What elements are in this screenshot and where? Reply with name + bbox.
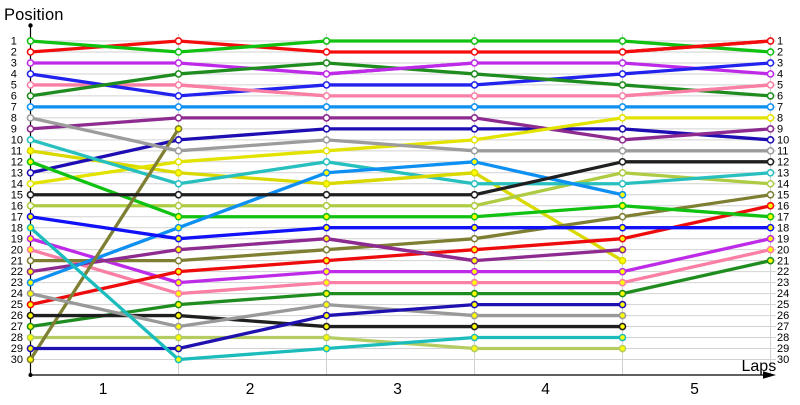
svg-text:18: 18 xyxy=(11,222,23,234)
svg-text:26: 26 xyxy=(777,310,789,322)
svg-text:7: 7 xyxy=(777,102,783,114)
svg-text:21: 21 xyxy=(777,255,789,267)
svg-text:8: 8 xyxy=(777,112,783,124)
svg-text:15: 15 xyxy=(11,189,23,201)
svg-text:2: 2 xyxy=(11,47,17,59)
svg-text:Laps: Laps xyxy=(742,358,777,375)
svg-text:1: 1 xyxy=(99,381,108,398)
svg-text:11: 11 xyxy=(777,145,788,157)
svg-text:20: 20 xyxy=(11,244,23,256)
svg-text:17: 17 xyxy=(11,211,23,223)
svg-text:5: 5 xyxy=(11,80,17,92)
svg-text:1: 1 xyxy=(777,36,783,48)
svg-text:15: 15 xyxy=(777,189,789,201)
svg-text:11: 11 xyxy=(11,145,22,157)
svg-text:27: 27 xyxy=(777,321,789,333)
svg-text:13: 13 xyxy=(777,167,789,179)
svg-text:7: 7 xyxy=(11,102,17,114)
svg-text:19: 19 xyxy=(777,233,789,245)
svg-text:4: 4 xyxy=(541,381,550,398)
svg-text:10: 10 xyxy=(777,134,789,146)
svg-text:4: 4 xyxy=(11,69,17,81)
svg-text:25: 25 xyxy=(777,299,789,311)
svg-text:23: 23 xyxy=(11,277,23,289)
svg-text:3: 3 xyxy=(11,58,17,70)
svg-text:5: 5 xyxy=(690,381,699,398)
svg-text:30: 30 xyxy=(777,354,789,366)
svg-text:29: 29 xyxy=(11,343,23,355)
svg-text:14: 14 xyxy=(777,178,789,190)
svg-text:8: 8 xyxy=(11,112,17,124)
svg-text:13: 13 xyxy=(11,167,23,179)
svg-text:18: 18 xyxy=(777,222,789,234)
svg-text:6: 6 xyxy=(11,91,17,103)
svg-text:27: 27 xyxy=(11,321,23,333)
svg-text:6: 6 xyxy=(777,91,783,103)
svg-text:16: 16 xyxy=(11,200,23,212)
svg-text:30: 30 xyxy=(11,354,23,366)
svg-text:3: 3 xyxy=(393,381,402,398)
svg-text:29: 29 xyxy=(777,343,789,355)
svg-text:19: 19 xyxy=(11,233,23,245)
svg-text:22: 22 xyxy=(11,266,23,278)
svg-text:14: 14 xyxy=(11,178,23,190)
svg-text:23: 23 xyxy=(777,277,789,289)
svg-text:24: 24 xyxy=(11,288,23,300)
svg-text:20: 20 xyxy=(777,244,789,256)
svg-text:28: 28 xyxy=(777,332,789,344)
svg-text:24: 24 xyxy=(777,288,789,300)
svg-text:26: 26 xyxy=(11,310,23,322)
svg-text:4: 4 xyxy=(777,69,783,81)
svg-text:22: 22 xyxy=(777,266,789,278)
svg-text:2: 2 xyxy=(777,47,783,59)
svg-text:Position: Position xyxy=(4,6,64,24)
svg-text:2: 2 xyxy=(246,381,255,398)
svg-text:12: 12 xyxy=(777,156,789,168)
svg-text:5: 5 xyxy=(777,80,783,92)
svg-text:25: 25 xyxy=(11,299,23,311)
svg-text:21: 21 xyxy=(11,255,23,267)
svg-text:1: 1 xyxy=(11,36,17,48)
svg-text:3: 3 xyxy=(777,58,783,70)
svg-text:9: 9 xyxy=(777,123,783,135)
svg-text:9: 9 xyxy=(11,123,17,135)
svg-text:16: 16 xyxy=(777,200,789,212)
svg-text:17: 17 xyxy=(777,211,789,223)
svg-text:10: 10 xyxy=(11,134,23,146)
svg-text:28: 28 xyxy=(11,332,23,344)
svg-text:12: 12 xyxy=(11,156,23,168)
